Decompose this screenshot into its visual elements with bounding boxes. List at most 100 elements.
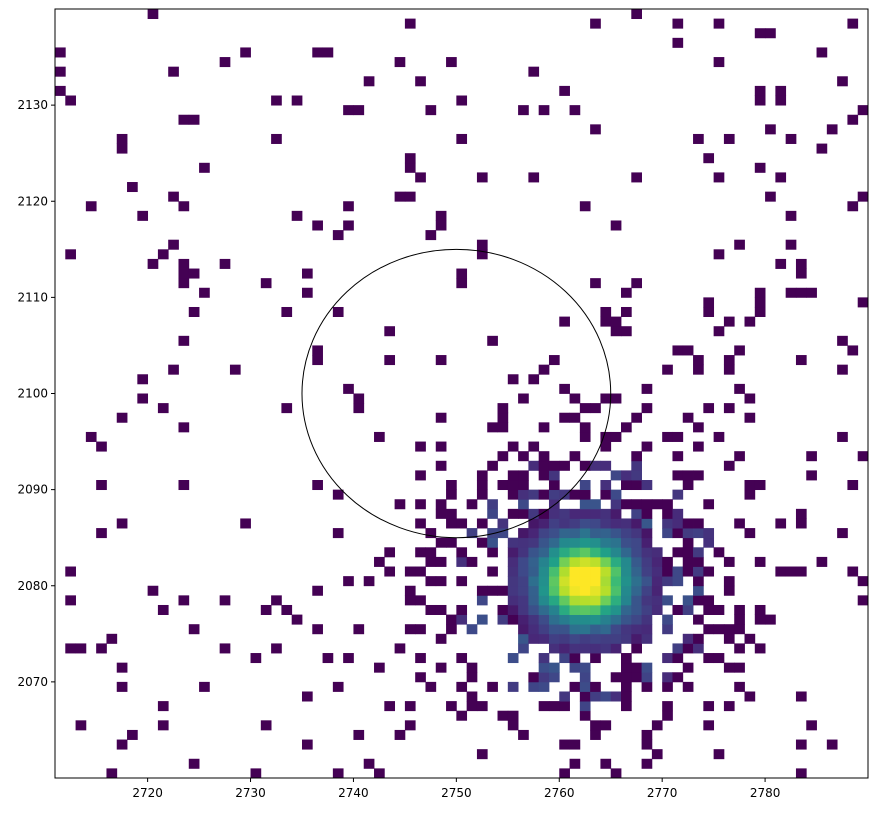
heatmap-cell <box>651 576 663 587</box>
heatmap-cell <box>795 287 807 298</box>
heatmap-cell <box>528 537 540 548</box>
heatmap-cell <box>518 585 529 596</box>
heatmap-cell <box>672 489 684 500</box>
heatmap-cell <box>610 431 622 442</box>
heatmap-cell <box>446 480 457 491</box>
heatmap-cell <box>703 595 715 606</box>
heatmap-cell <box>713 57 725 68</box>
heatmap-cell <box>466 691 478 702</box>
heatmap-cell <box>559 316 570 327</box>
heatmap-cell <box>487 335 498 346</box>
heatmap-cell <box>631 614 642 625</box>
heatmap-cell <box>693 633 704 644</box>
heatmap-cell <box>621 547 632 558</box>
heatmap-cell <box>404 191 416 202</box>
heatmap-cell <box>528 508 540 519</box>
heatmap-cell <box>765 124 776 135</box>
heatmap-cell <box>538 566 550 577</box>
heatmap-cell <box>693 364 704 375</box>
heatmap-cell <box>641 729 653 740</box>
heatmap-cell <box>837 76 848 87</box>
heatmap-cell <box>85 201 97 212</box>
heatmap-cell <box>569 547 581 558</box>
heatmap-cell <box>188 306 200 317</box>
heatmap-cell <box>672 518 684 529</box>
heatmap-cell <box>528 441 540 452</box>
heatmap-cell <box>548 643 560 654</box>
heatmap-cell <box>476 470 488 481</box>
heatmap-cell <box>662 566 673 577</box>
heatmap-cell <box>199 162 210 173</box>
heatmap-cell <box>394 499 406 510</box>
heatmap-cell <box>713 653 725 664</box>
heatmap-cell <box>682 480 694 491</box>
heatmap-cell <box>116 681 128 692</box>
heatmap-cell <box>610 614 622 625</box>
heatmap-cell <box>682 528 694 539</box>
heatmap-cell <box>600 556 612 567</box>
x-tick-label: 2750 <box>441 786 472 800</box>
heatmap-cell <box>353 393 365 404</box>
heatmap-cell <box>569 393 581 404</box>
heatmap-cell <box>847 201 859 212</box>
heatmap-cell <box>590 124 601 135</box>
heatmap-cell <box>857 595 869 606</box>
heatmap-cell <box>579 403 591 414</box>
heatmap-cell <box>363 758 375 769</box>
heatmap-cell <box>538 681 550 692</box>
heatmap-cell <box>579 633 591 644</box>
heatmap-cell <box>600 518 612 529</box>
heatmap-cell <box>374 431 385 442</box>
heatmap-cell <box>621 681 632 692</box>
heatmap-cell <box>116 739 128 750</box>
heatmap-cell <box>590 278 601 289</box>
heatmap-cell <box>641 528 653 539</box>
heatmap-cell <box>631 528 642 539</box>
heatmap-cell <box>435 633 447 644</box>
heatmap-cell <box>631 576 642 587</box>
heatmap-cell <box>621 633 632 644</box>
heatmap-cell <box>610 489 622 500</box>
heatmap-cell <box>610 768 622 779</box>
heatmap-cell <box>96 441 107 452</box>
heatmap-cell <box>775 566 787 577</box>
heatmap-cell <box>528 576 540 587</box>
heatmap-cell <box>723 585 735 596</box>
heatmap-cell <box>672 653 684 664</box>
heatmap-cell <box>600 547 612 558</box>
heatmap-cell <box>55 66 66 77</box>
heatmap-cell <box>682 556 694 567</box>
heatmap-cell <box>693 547 704 558</box>
heatmap-cell <box>651 566 663 577</box>
heatmap-cell <box>384 326 396 337</box>
heatmap-cell <box>415 624 426 635</box>
heatmap-cell <box>806 470 817 481</box>
heatmap-cell <box>415 547 426 558</box>
heatmap-cell <box>662 528 673 539</box>
heatmap-cell <box>548 480 560 491</box>
heatmap-cell <box>682 345 694 356</box>
heatmap-cell <box>548 556 560 567</box>
heatmap-cell <box>651 547 663 558</box>
heatmap-cell <box>404 701 416 712</box>
heatmap-cell <box>569 739 581 750</box>
axes: 2720 2730 2740 2750 2760 2770 2780 2070 2080 2090… <box>17 8 869 800</box>
heatmap-cell <box>404 720 416 731</box>
heatmap-cell <box>631 662 642 673</box>
heatmap-cell <box>528 518 540 529</box>
heatmap-cell <box>693 441 704 452</box>
heatmap-cell <box>579 537 591 548</box>
heatmap-cell <box>507 374 519 385</box>
heatmap-cell <box>518 508 529 519</box>
heatmap-cell <box>754 95 766 106</box>
heatmap-cell <box>579 480 591 491</box>
heatmap-cell <box>456 604 468 615</box>
heatmap-cell <box>312 47 323 58</box>
heatmap-cell <box>754 604 766 615</box>
heatmap-cell <box>569 604 581 615</box>
heatmap-cell <box>610 643 622 654</box>
heatmap-cell <box>590 585 601 596</box>
heatmap-cell <box>497 403 509 414</box>
heatmap-cell <box>507 710 519 721</box>
heatmap-cell <box>487 585 498 596</box>
